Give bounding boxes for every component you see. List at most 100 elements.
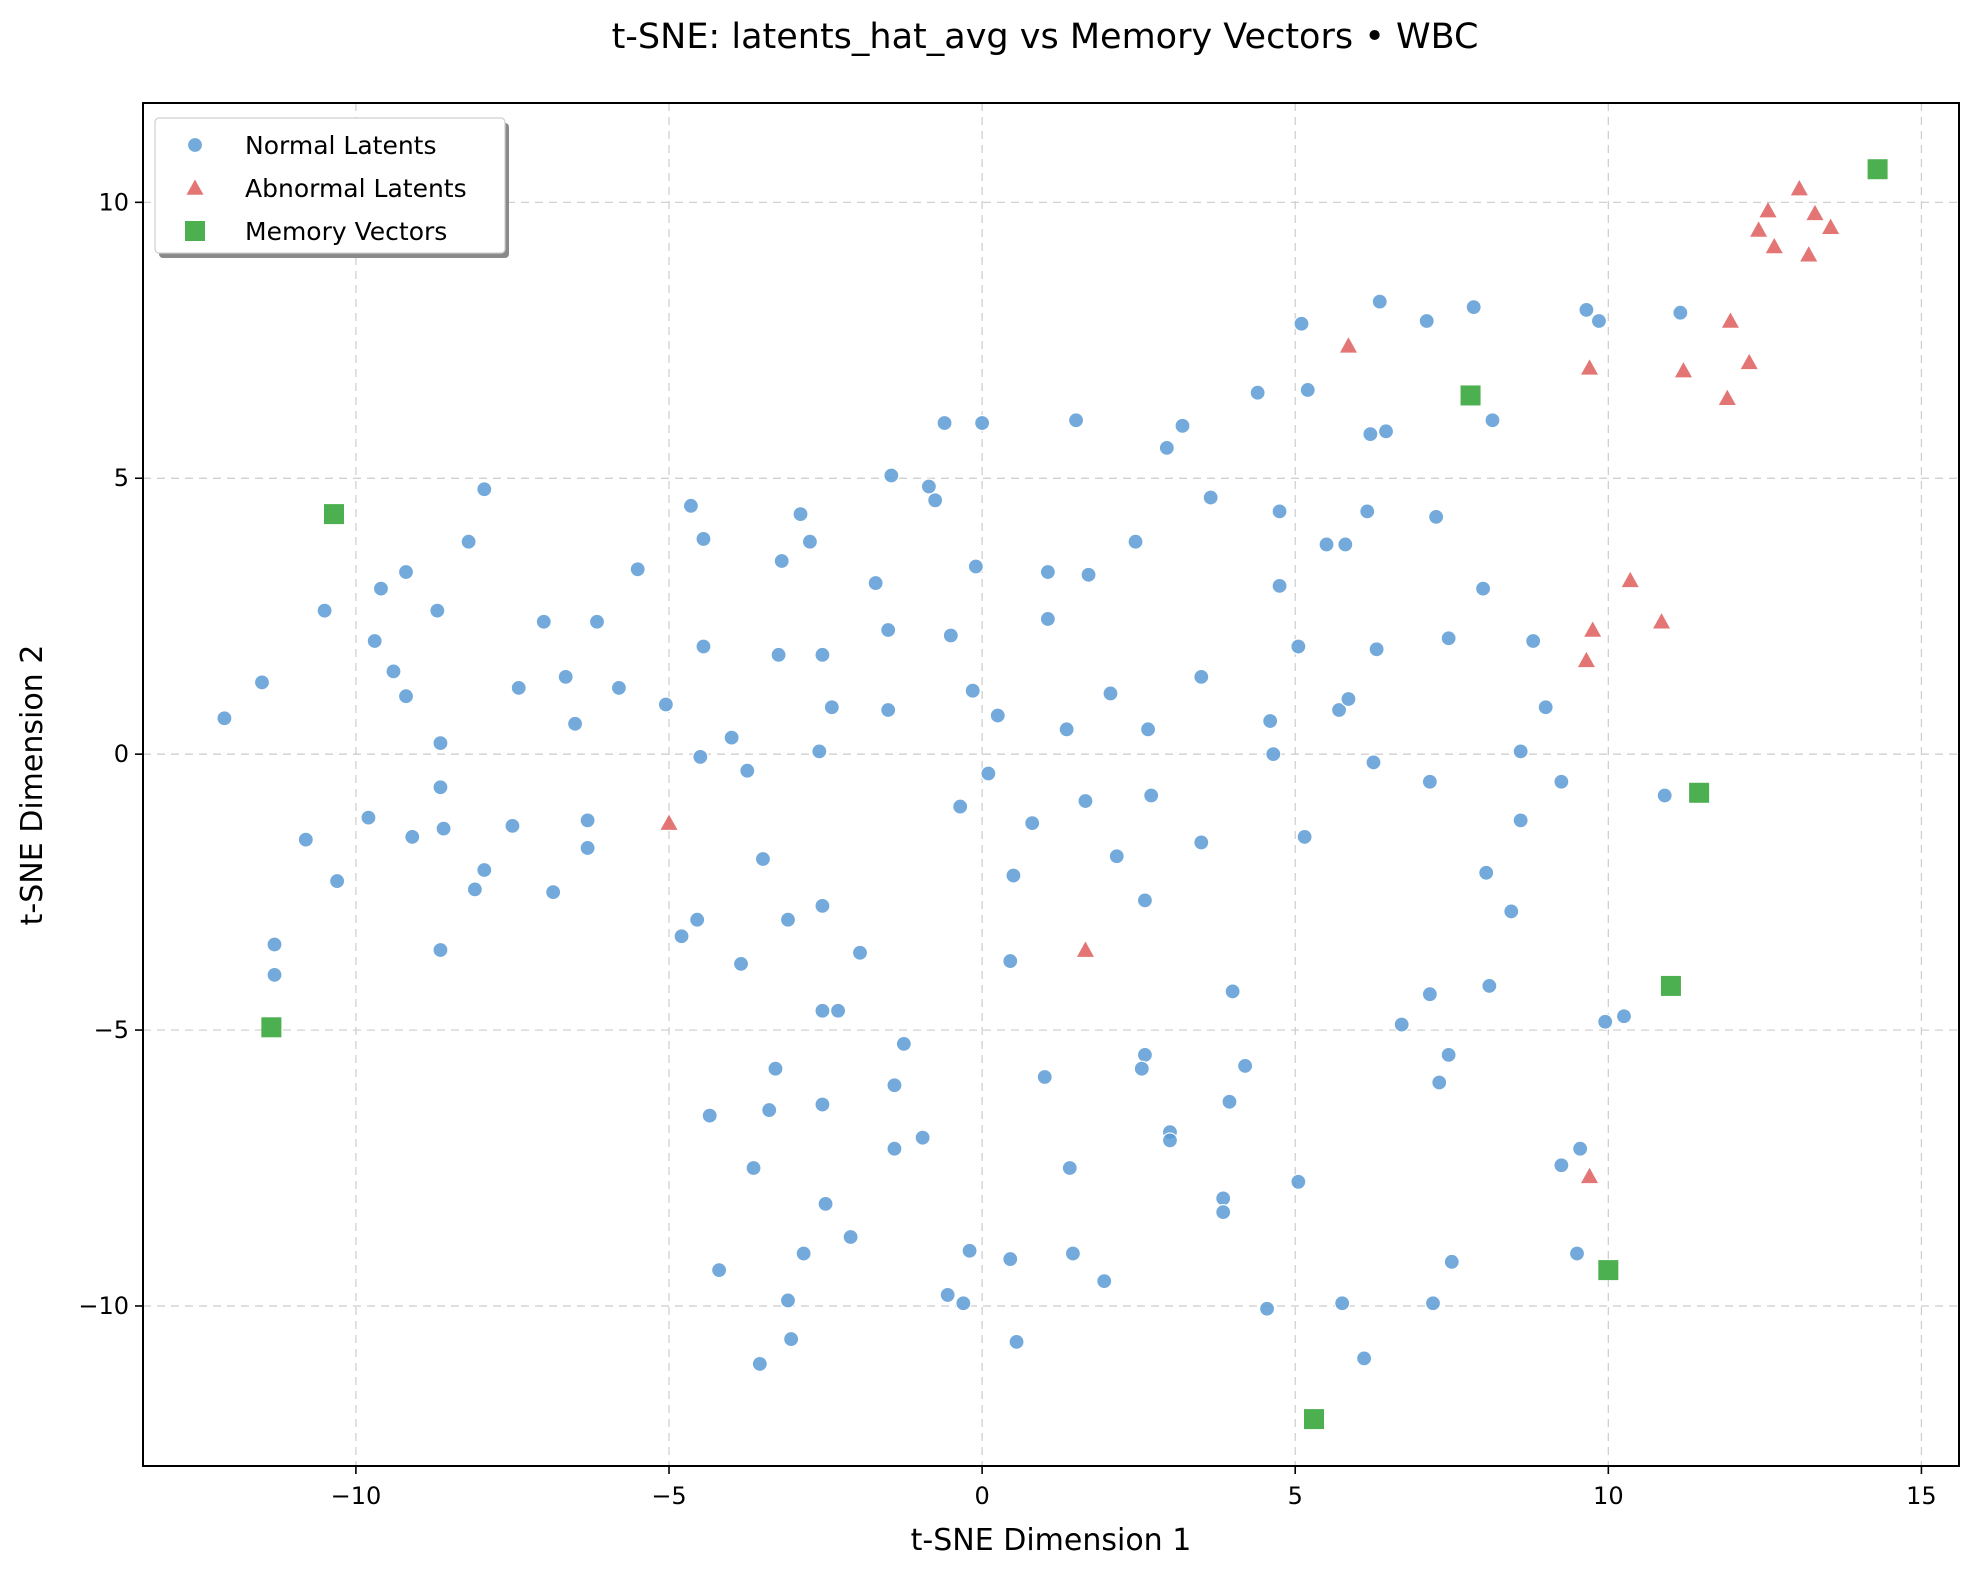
normal-latent-point — [1258, 1300, 1276, 1317]
normal-latent-point — [1039, 563, 1056, 581]
normal-latent-point — [1537, 699, 1554, 716]
legend-label: Normal Latents — [245, 131, 437, 160]
abnormal-latent-point — [1653, 613, 1671, 629]
normal-latent-point — [751, 1355, 768, 1373]
abnormal-latent-point — [1577, 651, 1595, 668]
normal-latent-point — [1553, 773, 1570, 790]
normal-latent-point — [1377, 423, 1395, 440]
x-tick-label: 15 — [1906, 1482, 1937, 1510]
normal-latent-point — [682, 497, 700, 514]
normal-latent-point — [1077, 792, 1094, 810]
normal-latent-point — [761, 1101, 778, 1119]
normal-latent-point — [557, 668, 574, 685]
normal-latent-point — [1249, 384, 1266, 401]
normal-latent-point — [1265, 746, 1282, 763]
normal-latent-point — [1597, 1013, 1614, 1030]
normal-latent-point — [745, 1159, 762, 1177]
normal-latent-point — [266, 936, 283, 953]
normal-latent-point — [1036, 1068, 1053, 1086]
normal-latent-point — [795, 1245, 812, 1262]
normal-latent-point — [1139, 721, 1157, 738]
normal-latent-point — [942, 627, 959, 644]
normal-latent-point — [880, 621, 897, 639]
normal-latent-point — [1578, 301, 1595, 319]
normal-latent-point — [961, 1242, 978, 1259]
abnormal-latent-point — [1581, 1167, 1599, 1184]
normal-latent-point — [1421, 986, 1438, 1003]
abnormal-latent-point — [1822, 218, 1840, 234]
normal-latent-point — [1340, 690, 1357, 708]
normal-latent-point — [1193, 834, 1210, 851]
normal-latent-point — [466, 881, 483, 898]
normal-latent-point — [1431, 1074, 1448, 1091]
normal-latent-point — [1481, 977, 1498, 995]
plot-area-frame — [142, 102, 1960, 1467]
normal-latent-point — [579, 839, 596, 857]
normal-latent-point — [366, 632, 383, 650]
normal-latent-point — [1237, 1057, 1254, 1075]
normal-latent-point — [385, 663, 402, 680]
normal-latent-point — [1008, 1333, 1025, 1350]
normal-latent-point — [814, 1096, 831, 1113]
normal-latent-point — [397, 688, 415, 705]
abnormal-latent-point — [1750, 221, 1768, 237]
normal-latent-point — [1368, 641, 1385, 658]
normal-latent-point — [842, 1228, 859, 1246]
normal-latent-point — [732, 955, 750, 972]
normal-latent-point — [1202, 489, 1219, 506]
normal-latent-point — [1136, 1046, 1154, 1063]
abnormal-latent-point — [1584, 621, 1602, 637]
normal-latent-point — [692, 748, 709, 766]
abnormal-latent-point — [1674, 362, 1692, 378]
normal-latent-point — [773, 552, 790, 570]
memory-vector-point — [1304, 1409, 1325, 1430]
normal-latent-point — [817, 1195, 834, 1212]
normal-latent-point — [770, 646, 787, 663]
normal-latent-point — [1568, 1245, 1586, 1262]
normal-latent-point — [1061, 1159, 1078, 1177]
normal-latent-point — [1102, 685, 1119, 702]
normal-latent-point — [510, 679, 527, 697]
normal-latent-point — [432, 779, 449, 796]
normal-latent-point — [253, 674, 271, 691]
normal-latent-point — [1484, 412, 1501, 429]
normal-latent-point — [1158, 439, 1175, 456]
normal-latent-point — [566, 715, 584, 732]
normal-latent-point — [657, 696, 674, 713]
normal-latent-point — [927, 492, 944, 509]
normal-latent-point — [610, 679, 628, 697]
legend: Normal Latents Abnormal Latents Memory Vec… — [154, 117, 509, 258]
normal-latent-point — [1440, 1046, 1457, 1063]
abnormal-latent-point — [1718, 389, 1736, 406]
normal-latent-point — [989, 707, 1006, 724]
data-points — [216, 159, 1888, 1430]
normal-latent-point — [1133, 1060, 1150, 1077]
normal-latent-point — [1262, 712, 1279, 730]
normal-latent-point — [1318, 536, 1335, 553]
normal-latent-point — [851, 944, 869, 961]
normal-latent-point — [1096, 1273, 1113, 1290]
normal-latent-point — [1080, 566, 1097, 583]
normal-latent-point — [1002, 952, 1019, 970]
normal-latent-point — [429, 602, 446, 619]
abnormal-latent-point — [1581, 359, 1599, 375]
normal-latent-point — [695, 530, 712, 548]
normal-latent-point — [1525, 632, 1542, 650]
normal-latent-point — [895, 1035, 912, 1052]
normal-latent-point — [1337, 536, 1354, 553]
normal-latent-point — [435, 820, 452, 837]
normal-latent-point — [535, 613, 552, 630]
normal-latent-point — [914, 1129, 931, 1146]
normal-latent-point — [1271, 503, 1288, 520]
normal-latent-point — [723, 729, 740, 746]
normal-latent-point — [1271, 577, 1288, 594]
normal-latent-point — [1293, 315, 1310, 332]
normal-latent-point — [1334, 1295, 1351, 1312]
normal-latent-point — [814, 1002, 831, 1019]
legend-icon-abnormal-latents — [186, 179, 204, 195]
normal-latent-point — [1474, 580, 1492, 597]
normal-latent-point — [1002, 1250, 1019, 1268]
normal-latent-point — [754, 850, 772, 868]
normal-latent-point — [695, 638, 712, 655]
normal-latent-point — [811, 743, 828, 760]
